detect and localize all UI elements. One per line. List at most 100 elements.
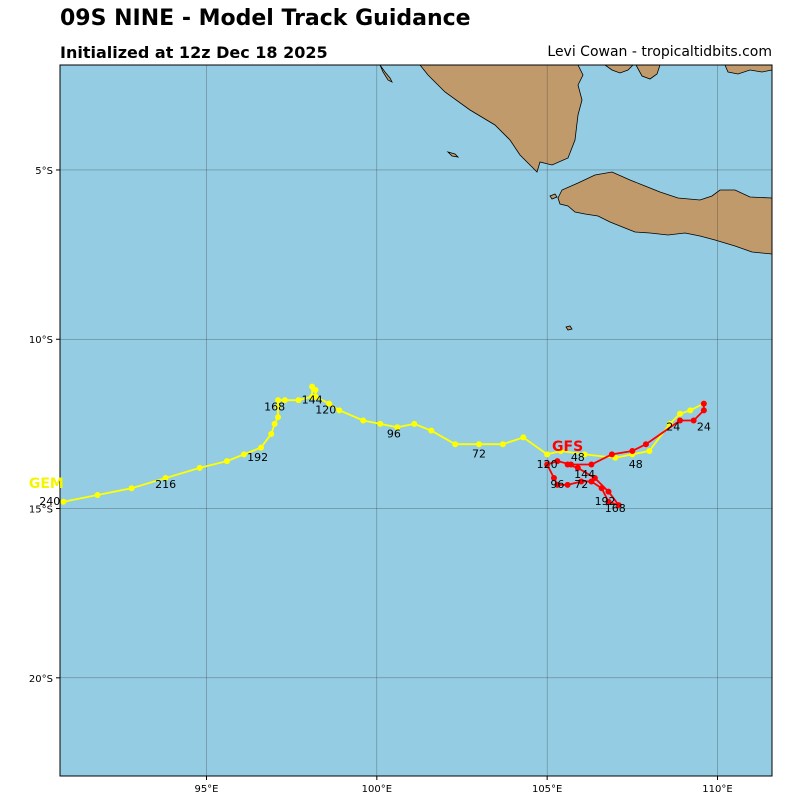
gfs-hour-label: 72 [574, 478, 588, 491]
belitung-island [635, 65, 661, 80]
gem-track-point [128, 485, 135, 492]
gfs-track [544, 400, 707, 509]
gfs-track-point [608, 451, 615, 458]
track-labels: 24487296120144168192216240GEM24487296120… [29, 394, 711, 515]
gem-track-point [646, 447, 653, 454]
gfs-track-point [700, 400, 707, 407]
gfs-track-point [564, 481, 571, 488]
gem-track-point [196, 464, 203, 471]
map-frame [59, 64, 773, 777]
gfs-hour-label: 48 [571, 451, 585, 464]
gem-track-point [60, 498, 67, 505]
gem-track-point [275, 397, 282, 404]
christmas-island [565, 325, 573, 331]
gem-hour-label: 96 [387, 427, 401, 440]
gfs-track-point [574, 464, 581, 471]
gfs-track-point [554, 458, 561, 465]
lon-tick-label: 95°E [194, 784, 218, 795]
gem-track-point [275, 403, 282, 410]
gfs-track-point [588, 461, 595, 468]
gem-track-point [394, 424, 401, 431]
gem-track-point [666, 420, 673, 427]
gem-track-point [336, 407, 343, 414]
axis-ticks: 95°E 100°E 105°E 110°E 5°S 10°S 15°S 20°S [29, 166, 733, 795]
gem-track-point [257, 444, 264, 451]
gem-hour-label: 192 [247, 451, 268, 464]
lon-tick-label: 100°E [362, 784, 392, 795]
gem-hour-label: 144 [302, 394, 323, 407]
java-land [557, 171, 772, 255]
gem-track [60, 383, 707, 505]
gfs-track-point [615, 502, 622, 509]
gem-track-point [377, 420, 384, 427]
gem-track-point [411, 420, 418, 427]
lon-tick-label: 110°E [702, 784, 732, 795]
landmasses [379, 65, 772, 331]
credit-text: Levi Cowan - tropicaltidbits.com [547, 44, 772, 60]
ocean-area [60, 65, 772, 776]
gfs-hour-label: 24 [697, 421, 711, 434]
gfs-track-point [550, 475, 557, 482]
gem-track-point [94, 491, 101, 498]
gfs-track-point [690, 417, 697, 424]
small-island-enggano [446, 151, 460, 158]
gem-hour-label: 24 [666, 421, 680, 434]
lat-tick-label: 20°S [29, 674, 53, 685]
gfs-track-point [544, 461, 551, 468]
lon-tick-label: 105°E [532, 784, 562, 795]
lat-tick-label: 15°S [29, 505, 53, 516]
lat-tick-label: 10°S [29, 335, 53, 346]
gem-track-point [581, 451, 588, 458]
gem-track-point [309, 383, 316, 390]
sumatra-land [419, 65, 584, 173]
bangka-island [604, 65, 634, 74]
lat-tick-label: 5°S [35, 166, 53, 177]
gfs-hour-label: 120 [537, 458, 558, 471]
gem-track-point [557, 447, 564, 454]
gfs-hour-label: 192 [595, 495, 616, 508]
gem-hour-label: 216 [155, 478, 176, 491]
gem-hour-label: 72 [472, 448, 486, 461]
page-subtitle: Initialized at 12z Dec 18 2025 [60, 43, 328, 62]
gem-track-point [271, 420, 278, 427]
gfs-track-point [642, 441, 649, 448]
gem-track-point [162, 475, 169, 482]
gfs-track-point [554, 481, 561, 488]
gem-track-point [268, 431, 275, 438]
gfs-track-point [605, 498, 612, 505]
gem-hour-label: 168 [264, 400, 285, 413]
model-tracks [60, 383, 707, 509]
gem-track-line [63, 385, 705, 503]
gem-hour-label: 240 [39, 495, 60, 508]
gem-track-point [687, 407, 694, 414]
gem-track-point [360, 417, 367, 424]
gfs-track-point [564, 461, 571, 468]
gem-track-point [223, 458, 230, 465]
gem-track-point [452, 441, 459, 448]
gem-track-point [281, 397, 288, 404]
page-title: 09S NINE - Model Track Guidance [60, 6, 471, 31]
gem-track-point [295, 397, 302, 404]
gfs-track-point [677, 417, 684, 424]
gem-track-point [476, 441, 483, 448]
small-island-panaitan [549, 193, 558, 200]
graticule [60, 65, 772, 776]
gem-track-point [240, 451, 247, 458]
gem-hour-label: 120 [315, 404, 336, 417]
gfs-track-point [605, 488, 612, 495]
lingga-island [379, 65, 393, 83]
gfs-track-point [598, 485, 605, 492]
gem-track-point [275, 414, 282, 421]
gem-hour-label: 48 [629, 458, 643, 471]
gfs-track-point [578, 478, 585, 485]
gem-model-label: GEM [29, 476, 64, 492]
gfs-hour-label: 144 [574, 468, 595, 481]
gem-track-point [309, 393, 316, 400]
gfs-hour-label: 168 [605, 502, 626, 515]
gem-track-point [677, 410, 684, 417]
borneo-land [724, 65, 772, 75]
gem-track-point [499, 441, 506, 448]
gem-track-point [520, 434, 527, 441]
gem-track-point [544, 451, 551, 458]
